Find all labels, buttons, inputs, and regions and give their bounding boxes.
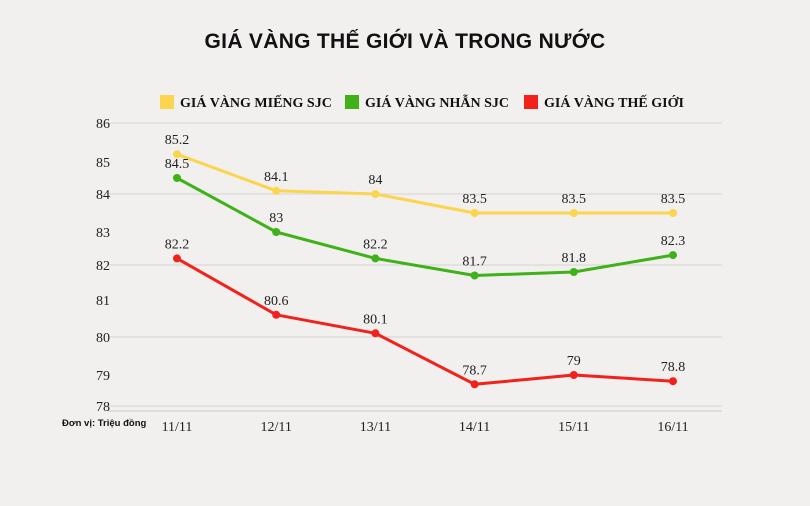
legend-swatch [524,95,538,109]
data-point [569,209,578,217]
data-point [173,150,181,159]
data-point [669,377,677,386]
series-line [175,152,675,215]
x-tick-label: 14/11 [459,420,490,435]
data-label: 81.8 [562,251,587,266]
y-tick-label: 83 [96,226,110,241]
legend-label: GIÁ VÀNG THẾ GIỚI [544,94,684,111]
data-point [272,228,281,236]
data-label: 80.1 [363,312,388,327]
data-label: 82.2 [363,237,388,252]
data-point [173,254,181,263]
y-tick-label: 79 [96,369,110,384]
data-point [371,190,380,198]
data-label: 83.5 [462,192,487,207]
x-tick-label: 13/11 [360,420,391,435]
x-tick-label: 11/11 [162,420,193,435]
data-label: 83.5 [661,192,686,207]
series-line [175,176,675,277]
data-label: 85.2 [165,133,190,148]
series-line [175,256,675,386]
data-label: 83 [269,211,283,226]
data-point [272,310,281,319]
data-point [371,254,380,263]
y-tick-label: 80 [96,331,110,346]
data-point [569,371,578,379]
data-label: 82.2 [165,237,190,252]
data-label: 78.8 [661,360,686,375]
data-label: 84.1 [264,170,289,185]
data-point [669,209,677,217]
data-point [173,174,181,182]
legend-swatch [160,95,174,109]
data-point [272,186,281,195]
data-point [371,329,380,338]
x-tick-label: 16/11 [657,420,688,435]
y-tick-label: 85 [96,156,110,171]
unit-note: Đơn vị: Triệu đồng [62,418,147,429]
data-point [470,271,479,280]
data-label: 80.6 [264,294,289,309]
chart-title: GIÁ VÀNG THẾ GIỚI VÀ TRONG NƯỚC [204,30,606,53]
data-label: 78.7 [462,363,487,378]
data-point [470,380,479,389]
data-label: 84.5 [165,157,190,172]
x-tick-label: 12/11 [261,420,292,435]
data-point [569,268,578,276]
y-tick-label: 81 [96,294,110,309]
data-label: 81.7 [462,255,487,270]
y-tick-label: 86 [96,117,110,132]
legend-label: GIÁ VÀNG NHẪN SJC [365,93,509,111]
y-tick-label: 78 [96,400,110,415]
data-point [470,209,479,217]
y-tick-label: 82 [96,259,110,274]
data-point [669,251,677,260]
y-tick-label: 84 [96,188,110,203]
legend-label: GIÁ VÀNG MIẾNG SJC [180,94,332,111]
data-label: 79 [567,354,581,369]
x-tick-label: 15/11 [558,420,589,435]
data-label: 83.5 [562,192,587,207]
data-label: 82.3 [661,234,686,249]
legend-swatch [345,95,359,109]
data-label: 84 [368,173,382,188]
